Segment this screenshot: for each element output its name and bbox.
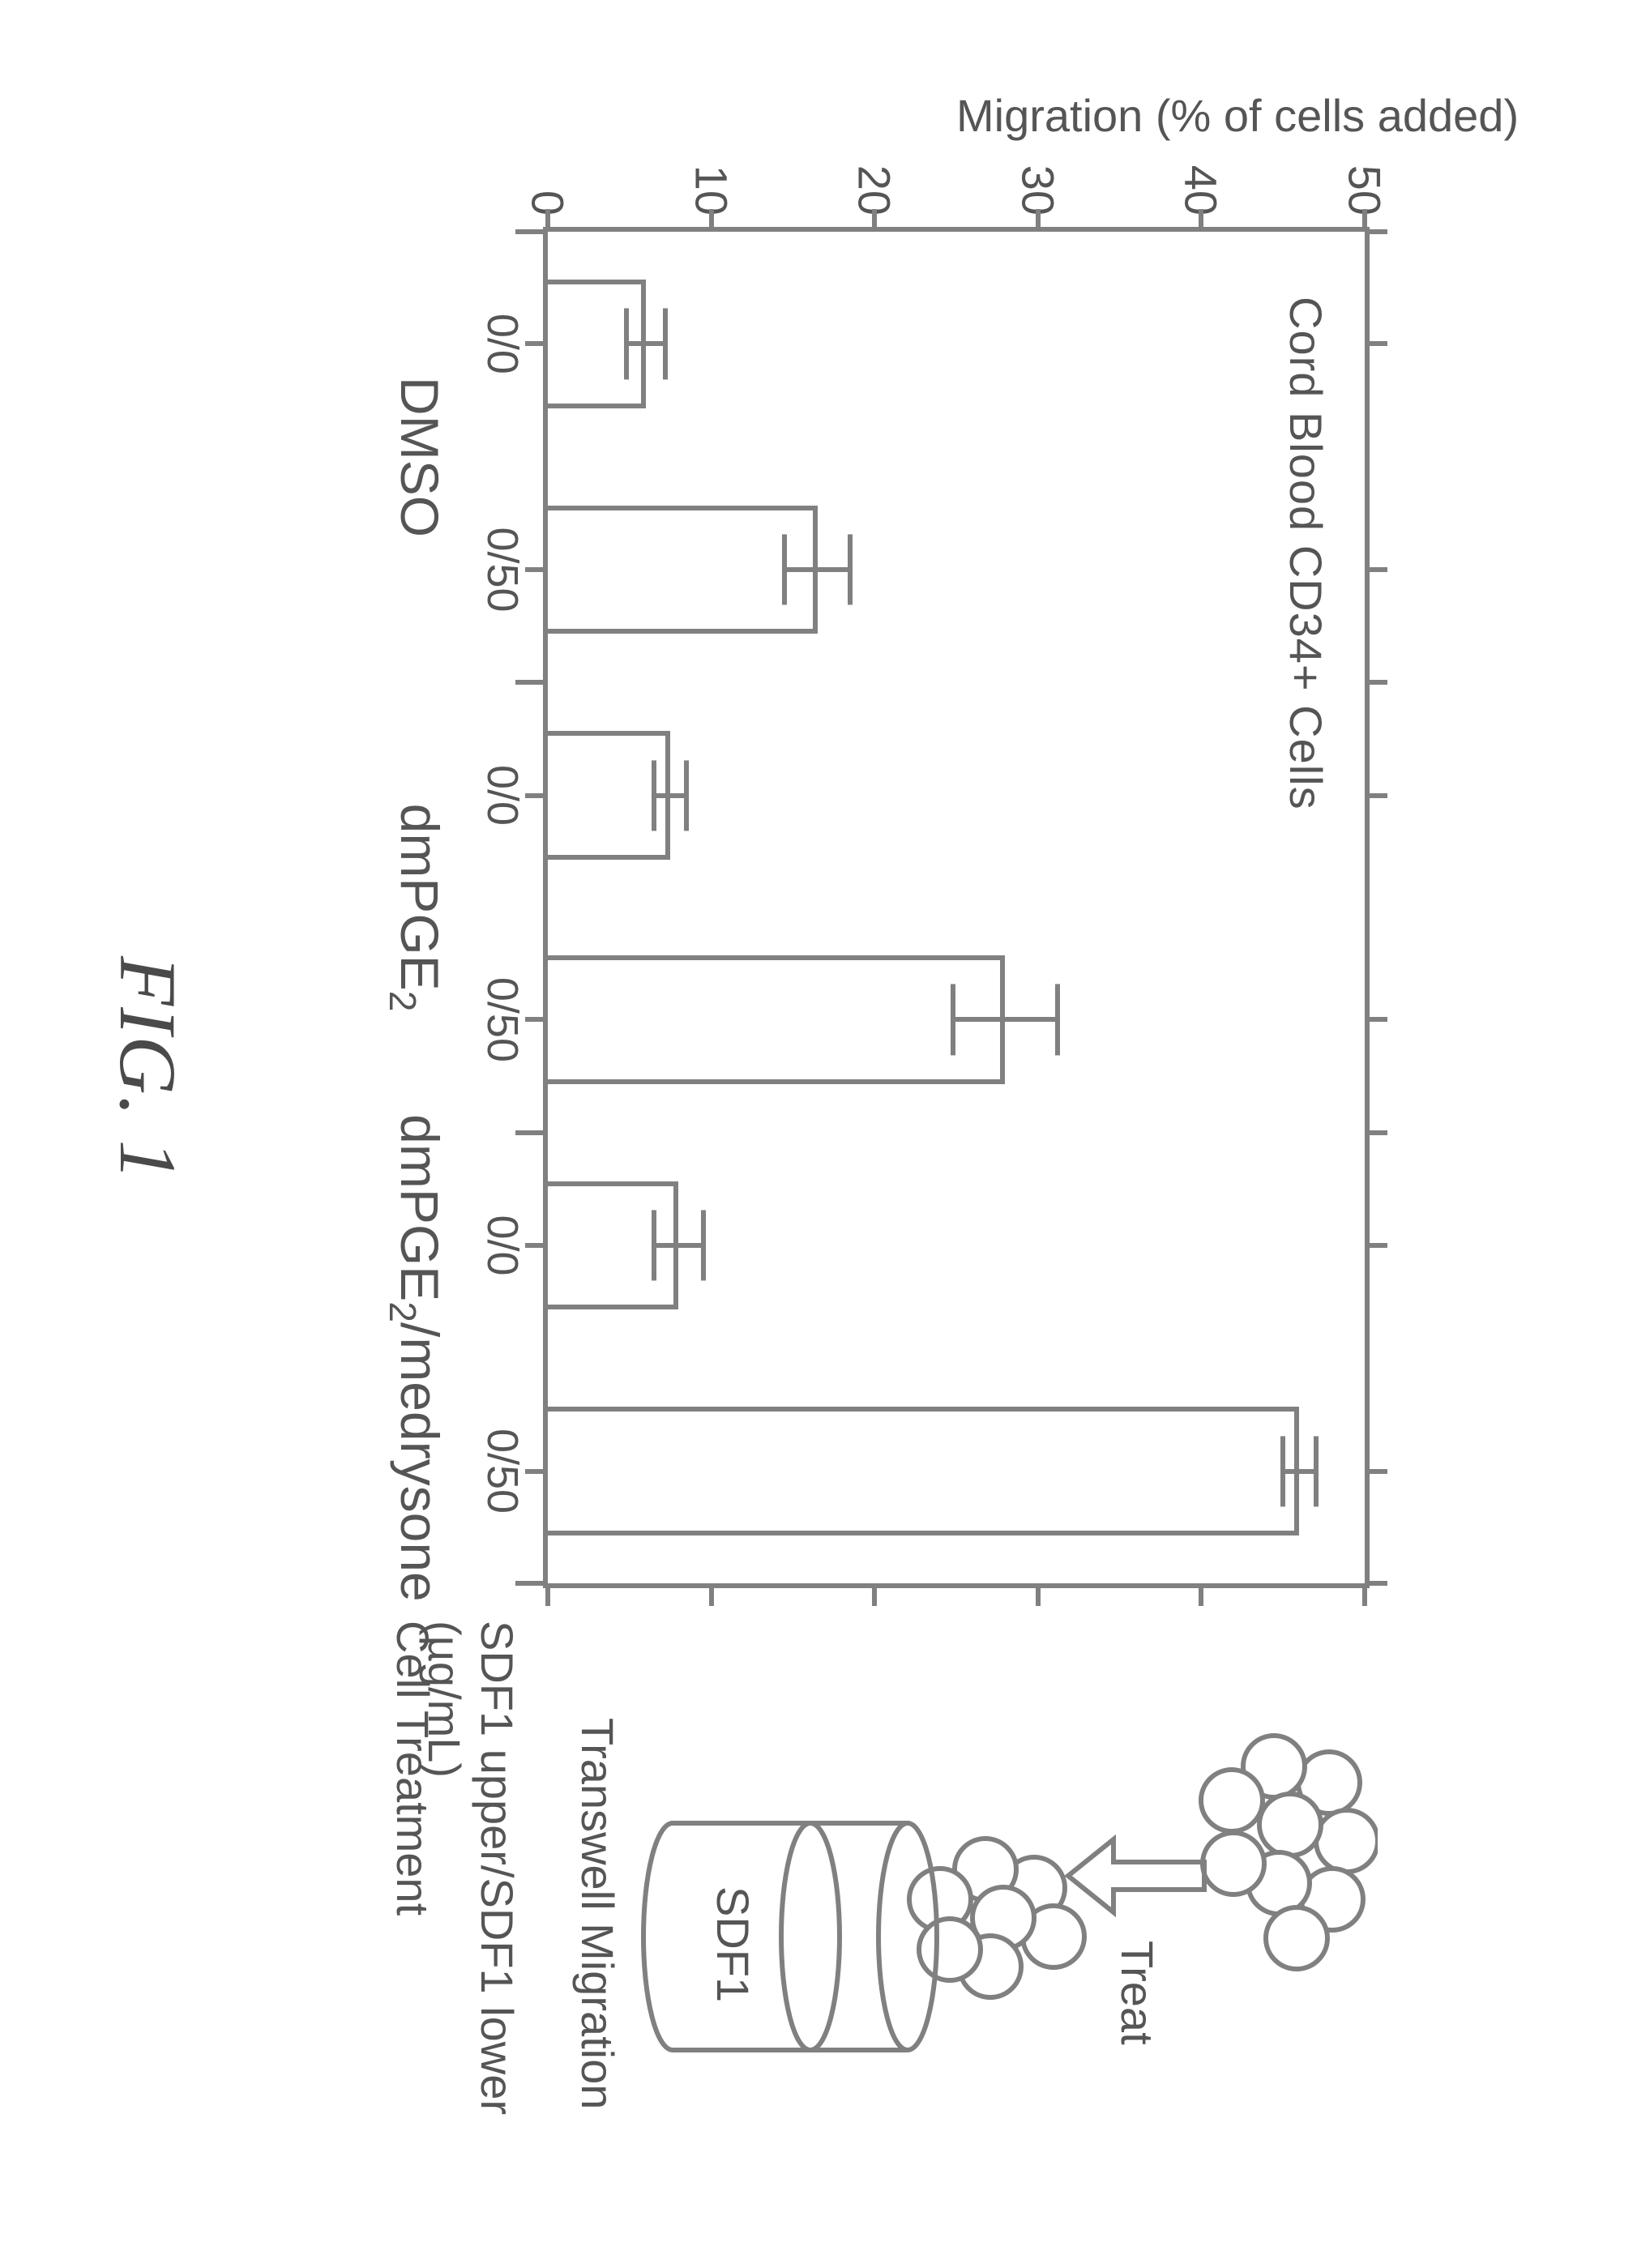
y-tick-label: 0 bbox=[522, 118, 575, 216]
assay-diagram: TreatSDF1 Transwell Migration bbox=[519, 1726, 1378, 2180]
y-tick-mark bbox=[709, 1583, 714, 1606]
group-label: dmPGE2 bbox=[381, 804, 451, 1012]
x-tick-top bbox=[1365, 567, 1387, 572]
error-cap bbox=[684, 760, 689, 831]
cell-icon bbox=[1259, 1794, 1321, 1856]
error-cap bbox=[701, 1210, 706, 1280]
y-tick-label: 20 bbox=[848, 118, 901, 216]
figure-caption: FIG. 1 bbox=[101, 956, 194, 1182]
transwell-body bbox=[643, 1823, 908, 2050]
error-bar bbox=[953, 1017, 1058, 1022]
treat-label: Treat bbox=[1112, 1941, 1163, 2045]
x-tick-top bbox=[1365, 793, 1387, 798]
bar-chart: Cord Blood CD34+ Cells 01020304050 0/00/… bbox=[543, 227, 1370, 1588]
cell-icon bbox=[919, 1919, 981, 1980]
xrow2-label: Cell Treatment bbox=[387, 1621, 439, 1916]
landscape-canvas: Migration (% of cells added) Cord Blood … bbox=[0, 0, 1637, 2268]
error-cap bbox=[848, 534, 853, 604]
error-cap bbox=[652, 760, 656, 831]
error-bar bbox=[784, 567, 850, 572]
x-tick-top bbox=[1365, 229, 1387, 234]
x-tick-label: 0/0 bbox=[477, 765, 528, 826]
x-group-divider bbox=[515, 1130, 548, 1135]
x-tick-top bbox=[1365, 1581, 1387, 1586]
x-tick-label: 0/50 bbox=[477, 1429, 528, 1514]
x-tick-mark bbox=[525, 341, 548, 346]
y-tick-mark bbox=[872, 209, 877, 232]
landscape-rotation-wrapper: Migration (% of cells added) Cord Blood … bbox=[0, 0, 1637, 2268]
x-group-divider bbox=[515, 1581, 548, 1586]
x-tick-top bbox=[1365, 1469, 1387, 1474]
x-tick-mark bbox=[525, 793, 548, 798]
x-group-divider bbox=[515, 229, 548, 234]
error-cap bbox=[652, 1210, 656, 1280]
cell-icon bbox=[1201, 1770, 1263, 1831]
bar bbox=[548, 506, 818, 634]
x-tick-label: 0/0 bbox=[477, 1215, 528, 1275]
diagram-svg: Treat SDF1 bbox=[632, 1726, 1378, 2180]
cell-icon bbox=[1316, 1810, 1378, 1872]
group-label: dmPGE2/medrysone bbox=[381, 1114, 451, 1602]
error-bar bbox=[654, 793, 686, 798]
error-cap bbox=[1314, 1436, 1319, 1506]
cell-icon bbox=[1203, 1833, 1264, 1894]
error-cap bbox=[782, 534, 787, 604]
x-tick-label: 0/50 bbox=[477, 527, 528, 612]
y-tick-mark bbox=[1036, 209, 1041, 232]
y-tick-mark bbox=[1036, 1583, 1041, 1606]
page: Migration (% of cells added) Cord Blood … bbox=[0, 0, 1637, 2268]
transwell-membrane bbox=[781, 1823, 840, 2050]
error-bar bbox=[1283, 1469, 1315, 1474]
x-tick-top bbox=[1365, 341, 1387, 346]
error-cap bbox=[1055, 985, 1060, 1055]
arrow-down-icon bbox=[1068, 1839, 1204, 1912]
transwell-label: Transwell Migration bbox=[571, 1718, 624, 2109]
error-cap bbox=[1280, 1436, 1285, 1506]
error-bar bbox=[626, 341, 665, 346]
y-tick-label: 10 bbox=[685, 118, 737, 216]
error-cap bbox=[624, 309, 629, 379]
x-tick-mark bbox=[525, 567, 548, 572]
y-tick-mark bbox=[545, 1583, 550, 1606]
cell-icon bbox=[1266, 1907, 1327, 1969]
y-tick-mark bbox=[709, 209, 714, 232]
y-tick-mark bbox=[1199, 1583, 1203, 1606]
y-tick-mark bbox=[545, 209, 550, 232]
y-tick-label: 40 bbox=[1175, 118, 1228, 216]
x-tick-top bbox=[1365, 1017, 1387, 1022]
x-tick-top bbox=[1365, 1130, 1387, 1135]
y-tick-mark bbox=[1362, 1583, 1367, 1606]
error-cap bbox=[951, 985, 955, 1055]
x-tick-label: 0/50 bbox=[477, 977, 528, 1062]
error-cap bbox=[663, 309, 668, 379]
x-tick-top bbox=[1365, 1243, 1387, 1248]
bar bbox=[548, 1407, 1299, 1535]
x-tick-top bbox=[1365, 680, 1387, 685]
sdf1-label: SDF1 bbox=[707, 1886, 759, 2002]
x-tick-mark bbox=[525, 1017, 548, 1022]
bars-layer bbox=[548, 232, 1365, 1583]
x-tick-mark bbox=[525, 1469, 548, 1474]
y-tick-label: 30 bbox=[1011, 118, 1064, 216]
y-tick-mark bbox=[1362, 209, 1367, 232]
x-tick-label: 0/0 bbox=[477, 314, 528, 374]
bar bbox=[548, 955, 1005, 1083]
group-label: DMSO bbox=[389, 377, 451, 537]
y-tick-label: 50 bbox=[1339, 118, 1391, 216]
x-group-divider bbox=[515, 680, 548, 685]
x-tick-mark bbox=[525, 1243, 548, 1248]
y-tick-mark bbox=[1199, 209, 1203, 232]
y-tick-mark bbox=[872, 1583, 877, 1606]
error-bar bbox=[654, 1243, 703, 1248]
